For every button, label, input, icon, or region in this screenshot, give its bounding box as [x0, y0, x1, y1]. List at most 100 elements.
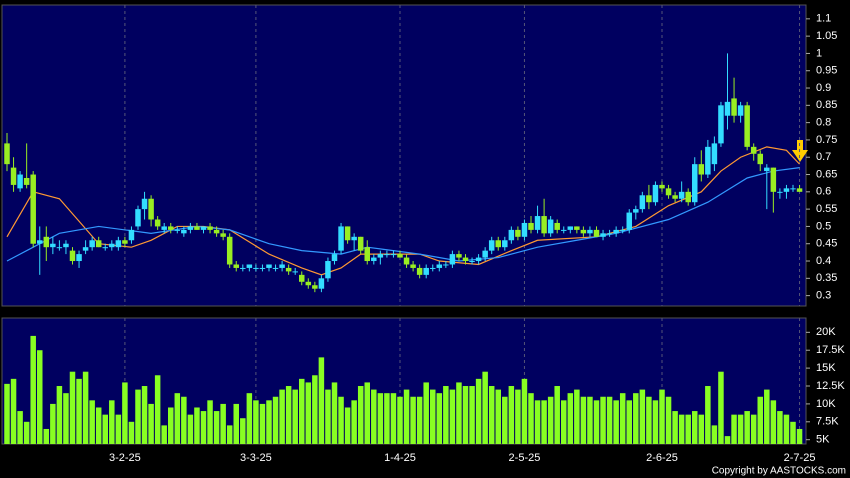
- volume-bar: [777, 411, 783, 444]
- candle-body: [672, 195, 678, 199]
- candle-body: [462, 257, 469, 262]
- volume-bar: [737, 414, 744, 444]
- volume-bar: [403, 389, 410, 444]
- candle-body: [430, 267, 436, 269]
- candle-body: [521, 222, 528, 237]
- candle-body: [554, 222, 560, 230]
- candle-body: [115, 240, 122, 248]
- volume-bar: [462, 386, 469, 444]
- candle-body: [76, 254, 82, 262]
- candle-body: [23, 177, 30, 185]
- candle-body: [613, 229, 619, 234]
- candle-body: [665, 188, 672, 196]
- y-tick-label: 7.5K: [816, 416, 839, 428]
- y-tick-label: 5K: [816, 434, 830, 446]
- volume-bar: [384, 393, 390, 444]
- volume-bar: [76, 378, 82, 444]
- candle-body: [253, 267, 259, 269]
- volume-bar: [82, 371, 89, 444]
- candle-body: [4, 143, 10, 165]
- candle-body: [587, 229, 593, 234]
- volume-bar: [475, 378, 482, 444]
- candle-body: [567, 226, 574, 230]
- candle-body: [161, 226, 167, 230]
- volume-bar: [154, 375, 161, 444]
- y-tick-label: 0.45: [816, 238, 837, 250]
- volume-bar: [659, 389, 665, 444]
- candle-body: [37, 240, 43, 244]
- volume-bar: [606, 396, 613, 444]
- candle-body: [318, 278, 325, 289]
- candle-body: [364, 247, 370, 262]
- candle-body: [56, 247, 63, 249]
- volume-bar: [207, 400, 213, 444]
- candle-body: [122, 240, 128, 244]
- volume-bar: [541, 400, 547, 444]
- volume-bar: [259, 403, 266, 444]
- volume-bar: [790, 421, 796, 444]
- candle-body: [652, 184, 659, 203]
- candle-body: [30, 174, 36, 244]
- candle-body: [750, 146, 757, 154]
- volume-bar: [37, 350, 43, 444]
- candle-body: [194, 226, 200, 230]
- y-tick-label: 0.6: [816, 186, 831, 198]
- candle-body: [436, 264, 443, 268]
- candle-body: [63, 243, 69, 248]
- volume-bar: [593, 400, 600, 444]
- volume-bar: [338, 396, 344, 444]
- volume-bar: [443, 386, 449, 444]
- volume-bar: [161, 425, 167, 444]
- candle-body: [443, 264, 449, 266]
- volume-bar: [646, 396, 652, 444]
- candle-body: [580, 229, 587, 234]
- candle-body: [331, 254, 338, 262]
- candle-body: [102, 247, 108, 249]
- volume-bar: [194, 407, 200, 444]
- volume-bar: [220, 403, 226, 444]
- candle-body: [266, 264, 272, 268]
- candle-body: [233, 264, 239, 268]
- candle-body: [240, 267, 246, 269]
- candle-body: [207, 226, 213, 230]
- candle-body: [626, 212, 632, 230]
- volume-bar: [318, 357, 325, 444]
- x-tick-label: 3-2-25: [109, 452, 141, 464]
- volume-bar: [141, 386, 148, 444]
- y-tick-label: 0.8: [816, 117, 831, 129]
- y-tick-label: 1.05: [816, 30, 837, 42]
- y-tick-label: 0.95: [816, 65, 837, 77]
- volume-bar: [554, 386, 560, 444]
- candle-body: [128, 229, 135, 241]
- candle-body: [43, 236, 50, 248]
- volume-bar: [200, 411, 207, 444]
- volume-bar: [534, 400, 541, 444]
- volume-bar: [587, 396, 593, 444]
- candle-body: [456, 254, 462, 258]
- candle-body: [744, 105, 750, 147]
- volume-bar: [580, 396, 587, 444]
- volume-bar: [95, 407, 102, 444]
- candle-body: [764, 167, 770, 172]
- volume-bar: [764, 389, 770, 444]
- volume-bar: [390, 393, 397, 444]
- volume-bar: [292, 389, 298, 444]
- candle-body: [482, 250, 488, 258]
- volume-bar: [109, 400, 115, 444]
- volume-bar: [619, 393, 626, 444]
- volume-bar: [521, 378, 528, 444]
- candle-body: [731, 98, 737, 116]
- candle-body: [593, 229, 600, 237]
- candle-body: [109, 243, 115, 248]
- y-tick-label: 12.5K: [816, 380, 845, 392]
- volume-bar: [63, 393, 69, 444]
- y-tick-label: 0.85: [816, 99, 837, 111]
- volume-bar: [711, 425, 718, 444]
- volume-bar: [698, 414, 705, 444]
- volume-bar: [502, 396, 508, 444]
- candle-body: [141, 198, 148, 210]
- candle-body: [292, 271, 298, 273]
- candle-body: [423, 267, 429, 275]
- volume-bar: [23, 421, 30, 444]
